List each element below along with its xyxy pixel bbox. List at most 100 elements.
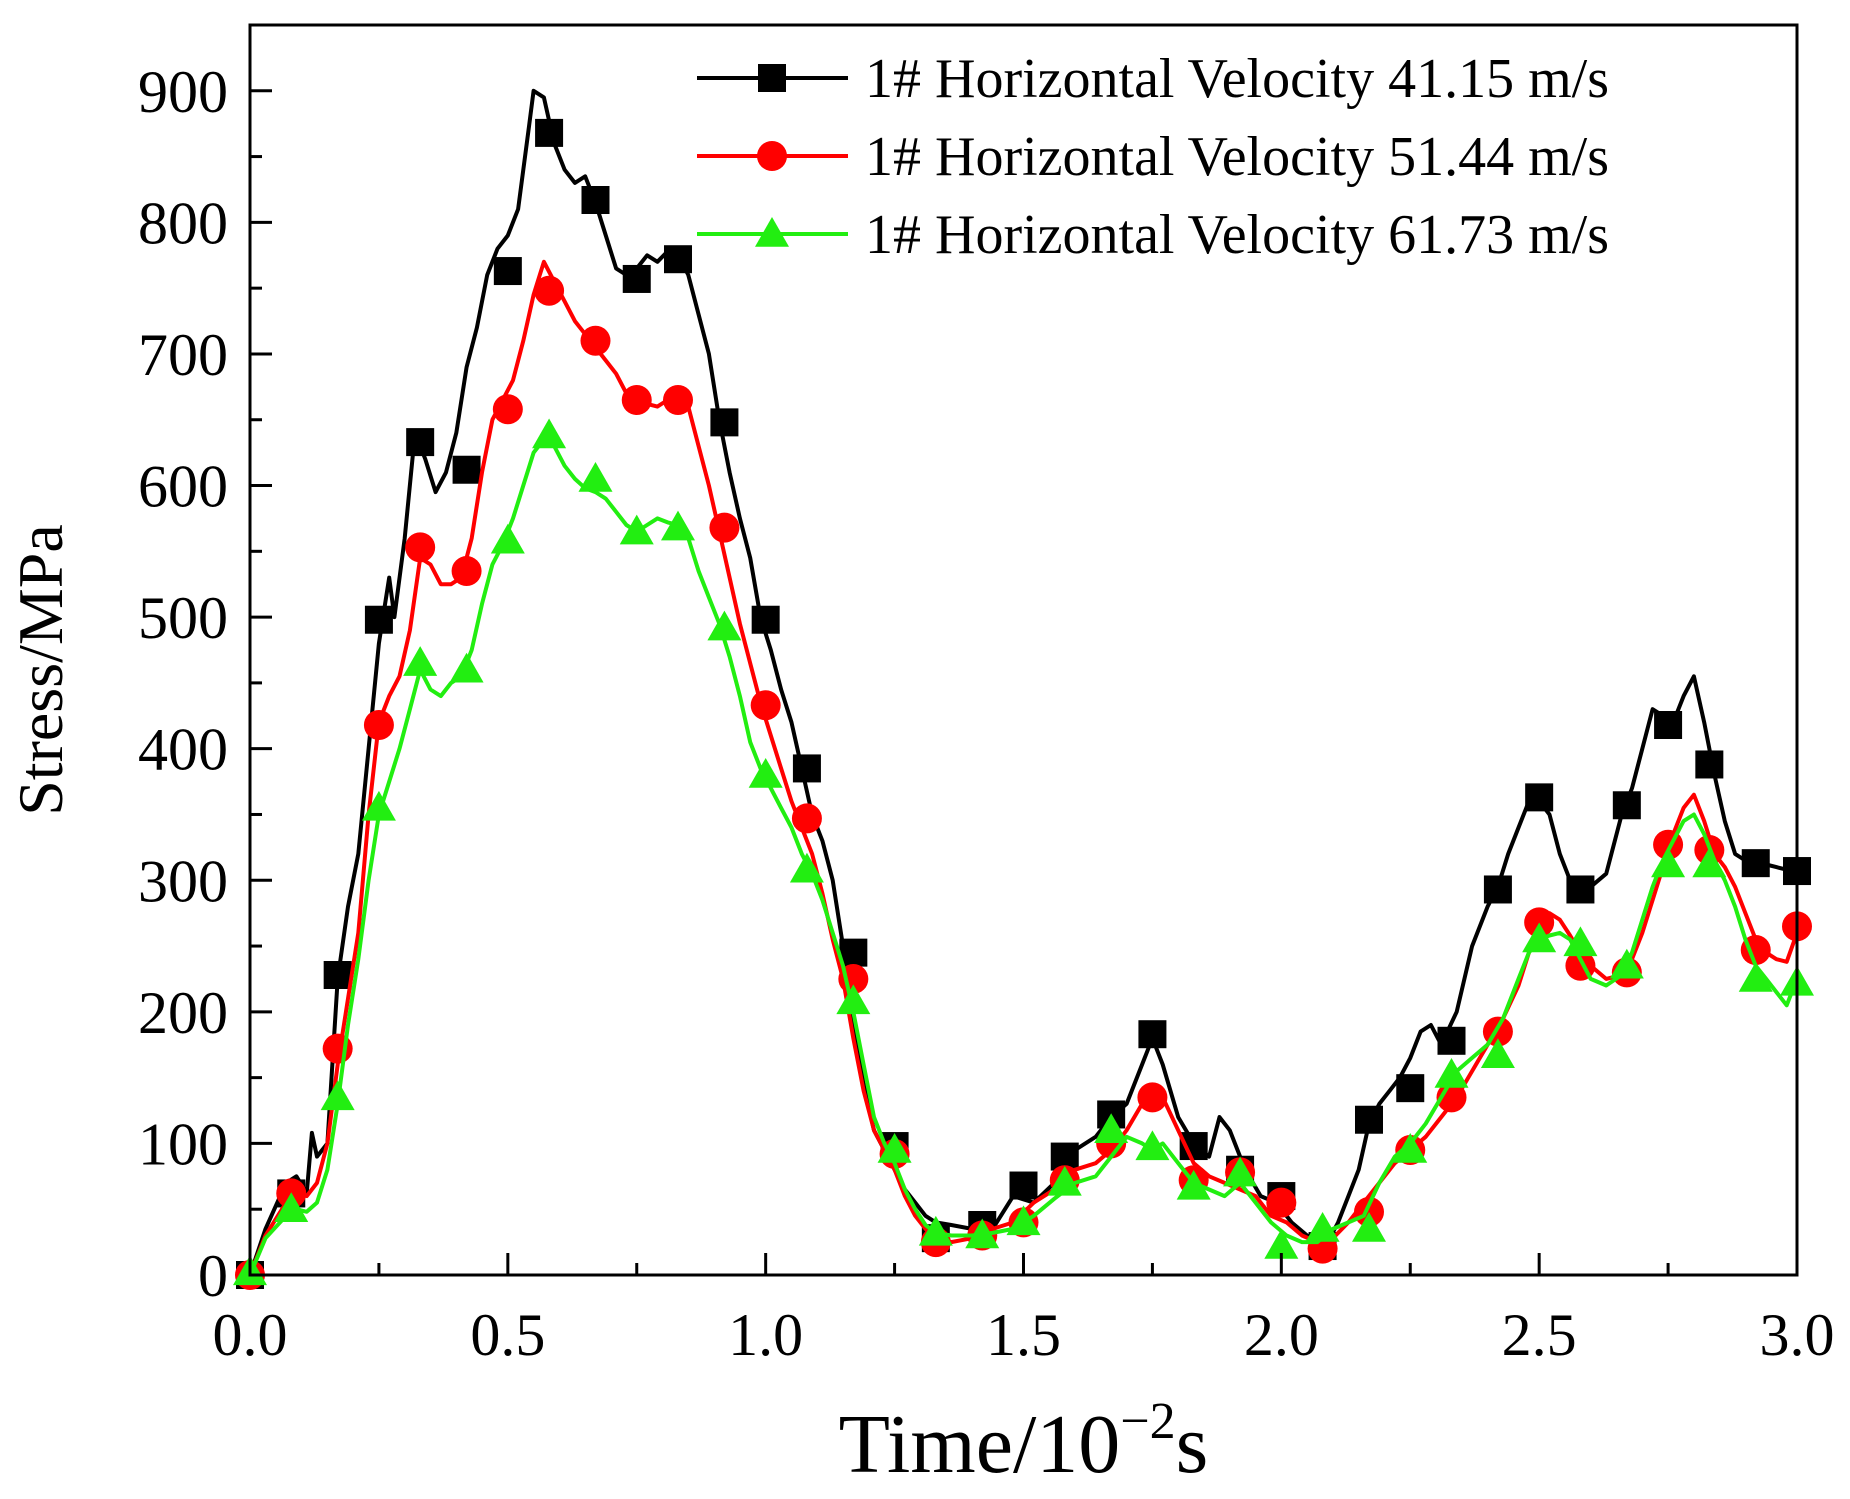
x-tick-label: 2.5	[1502, 1302, 1577, 1368]
data-point-marker	[664, 245, 693, 274]
legend-label: 1# Horizontal Velocity 61.73 m/s	[865, 204, 1609, 266]
x-tick-label: 0.0	[213, 1302, 288, 1368]
data-point-marker	[1651, 847, 1686, 878]
series-line	[248, 437, 1799, 1276]
data-point-marker	[1009, 1171, 1038, 1200]
data-point-marker	[405, 532, 436, 563]
y-tick-label: 0	[198, 1243, 228, 1309]
data-point-marker	[709, 512, 740, 543]
data-point-marker	[1266, 1187, 1297, 1218]
data-point-marker	[323, 961, 352, 989]
data-point-marker	[1264, 1229, 1299, 1259]
legend-entry: 1# Horizontal Velocity 61.73 m/s	[697, 204, 1609, 266]
legend-label: 1# Horizontal Velocity 41.15 m/s	[865, 48, 1609, 110]
data-point-marker	[1176, 1169, 1211, 1200]
y-axis-title: Stress/MPa	[5, 524, 76, 816]
data-point-marker	[1396, 1074, 1425, 1103]
data-point-marker	[581, 186, 610, 214]
data-point-marker	[1006, 1205, 1041, 1236]
data-point-marker	[792, 754, 821, 783]
data-point-marker	[535, 118, 564, 147]
data-point-marker	[1524, 907, 1555, 938]
legend-marker	[757, 141, 787, 171]
data-point-marker	[877, 1133, 912, 1163]
x-axis-title-unit: s	[1176, 1398, 1209, 1491]
data-point-marker	[1563, 926, 1598, 957]
x-tick-label: 1.0	[728, 1302, 803, 1368]
data-point-marker	[490, 523, 525, 554]
y-tick-label: 500	[138, 585, 228, 651]
legend-marker	[755, 217, 789, 247]
data-point-marker	[1223, 1156, 1258, 1187]
data-point-marker	[1609, 948, 1644, 979]
legend-entry: 1# Horizontal Velocity 51.44 m/s	[697, 126, 1609, 188]
y-tick-label: 600	[138, 454, 228, 520]
data-point-marker	[1393, 1133, 1428, 1163]
y-tick-label: 900	[138, 59, 228, 125]
data-point-marker	[918, 1215, 953, 1246]
data-point-marker	[320, 1080, 355, 1111]
data-point-marker	[364, 605, 393, 634]
data-point-marker	[1612, 791, 1641, 820]
data-point-marker	[661, 510, 696, 541]
data-point-marker	[1047, 1165, 1082, 1196]
x-axis-title-exponent: −2	[1120, 1393, 1175, 1450]
data-point-marker	[1738, 961, 1773, 992]
data-point-marker	[274, 1192, 309, 1222]
data-point-marker	[1354, 1105, 1383, 1134]
axes	[248, 23, 1799, 1277]
data-point-marker	[363, 710, 394, 740]
data-point-marker	[1654, 711, 1683, 739]
data-point-marker	[965, 1218, 1000, 1249]
data-point-marker	[1566, 875, 1595, 904]
data-point-marker	[1138, 1020, 1167, 1049]
data-point-marker	[622, 264, 651, 293]
legend-entry: 1# Horizontal Velocity 41.15 m/s	[697, 48, 1609, 110]
data-point-marker	[839, 938, 868, 967]
data-point-marker	[748, 758, 783, 788]
x-tick-label: 0.5	[470, 1302, 545, 1368]
data-point-marker	[1692, 847, 1727, 878]
series-line	[248, 88, 1799, 1276]
data-point-marker	[836, 984, 871, 1015]
data-point-marker	[451, 556, 482, 587]
data-point-marker	[1437, 1026, 1466, 1055]
legend: 1# Horizontal Velocity 41.15 m/s 1# Horiz…	[697, 48, 1609, 266]
data-point-marker	[534, 275, 565, 306]
data-point-marker	[710, 408, 739, 437]
data-point-marker	[751, 605, 780, 634]
data-point-marker	[621, 385, 652, 415]
data-point-marker	[1695, 750, 1724, 779]
y-tick-label: 800	[138, 190, 228, 256]
y-tick-label: 300	[138, 848, 228, 914]
data-point-marker	[1480, 1038, 1515, 1069]
data-point-marker	[619, 514, 654, 545]
series-3	[233, 418, 1814, 1286]
legend-label: 1# Horizontal Velocity 51.44 m/s	[865, 126, 1609, 188]
x-tick-labels: 0.0 0.5 1.0 1.5 2.0 2.5 3.0	[213, 1302, 1835, 1368]
data-point-marker	[406, 428, 435, 457]
data-point-marker	[493, 257, 522, 286]
data-point-marker	[532, 418, 567, 449]
data-point-marker	[1741, 849, 1770, 878]
data-point-marker	[449, 652, 484, 683]
series-line	[248, 259, 1799, 1276]
y-tick-label: 400	[138, 717, 228, 783]
y-tick-labels: 0 100 200 300 400 500 600 700 800 900	[138, 59, 228, 1309]
data-point-marker	[1434, 1058, 1469, 1088]
plot-area	[233, 88, 1814, 1290]
data-point-marker	[707, 610, 742, 641]
data-point-marker	[789, 852, 824, 883]
y-tick-label: 100	[138, 1111, 228, 1177]
x-axis-title-base: Time/10	[839, 1398, 1121, 1491]
data-point-marker	[1135, 1130, 1170, 1161]
data-point-marker	[403, 646, 438, 676]
data-point-marker	[1525, 783, 1554, 812]
x-tick-label: 3.0	[1760, 1302, 1835, 1368]
data-point-marker	[1305, 1211, 1340, 1242]
data-point-marker	[663, 385, 694, 415]
data-point-marker	[578, 461, 613, 492]
x-tick-label: 1.5	[986, 1302, 1061, 1368]
series-1	[236, 88, 1811, 1289]
